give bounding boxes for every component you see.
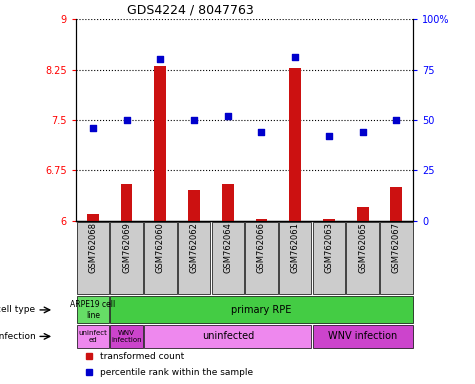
FancyBboxPatch shape [144,222,177,294]
Bar [87,214,99,221]
Point [292,55,299,61]
Text: WNV
infection: WNV infection [111,330,142,343]
FancyBboxPatch shape [178,222,210,294]
Bar [222,184,234,221]
Text: transformed count: transformed count [100,352,184,361]
Text: GSM762069: GSM762069 [122,222,131,273]
Bar [256,219,267,221]
FancyBboxPatch shape [279,222,312,294]
FancyBboxPatch shape [380,222,413,294]
FancyBboxPatch shape [110,296,413,323]
FancyBboxPatch shape [144,325,312,348]
Bar [323,219,335,221]
FancyBboxPatch shape [313,222,345,294]
FancyBboxPatch shape [245,222,278,294]
Text: uninfected: uninfected [201,331,254,341]
Bar [357,207,369,221]
Point [325,133,332,139]
Point [123,117,130,123]
Point [224,113,232,119]
Bar [390,187,402,221]
FancyBboxPatch shape [110,325,143,348]
FancyBboxPatch shape [211,222,244,294]
Text: GDS4224 / 8047763: GDS4224 / 8047763 [126,3,253,17]
Point [359,129,367,135]
Bar [289,68,301,221]
Text: GSM762065: GSM762065 [358,222,367,273]
Text: primary RPE: primary RPE [231,305,292,315]
FancyBboxPatch shape [346,222,379,294]
Point [89,125,97,131]
Text: GSM762063: GSM762063 [324,222,333,273]
Text: GSM762068: GSM762068 [88,222,97,273]
Text: cell type: cell type [0,305,36,314]
FancyBboxPatch shape [76,222,109,294]
Text: GSM762061: GSM762061 [291,222,300,273]
Point [190,117,198,123]
FancyBboxPatch shape [313,325,413,348]
Text: GSM762067: GSM762067 [392,222,401,273]
Point [156,56,164,63]
Bar [154,66,166,221]
Bar [121,184,133,221]
Bar [188,190,200,221]
Text: percentile rank within the sample: percentile rank within the sample [100,368,253,377]
FancyBboxPatch shape [110,222,143,294]
FancyBboxPatch shape [76,296,109,323]
Text: GSM762062: GSM762062 [190,222,199,273]
Point [393,117,400,123]
Text: GSM762060: GSM762060 [156,222,165,273]
Text: ARPE19 cell
line: ARPE19 cell line [70,300,115,319]
Text: WNV infection: WNV infection [328,331,397,341]
Point [257,129,265,135]
FancyBboxPatch shape [76,325,109,348]
Text: GSM762066: GSM762066 [257,222,266,273]
Text: GSM762064: GSM762064 [223,222,232,273]
Text: infection: infection [0,332,36,341]
Text: uninfect
ed: uninfect ed [78,330,107,343]
